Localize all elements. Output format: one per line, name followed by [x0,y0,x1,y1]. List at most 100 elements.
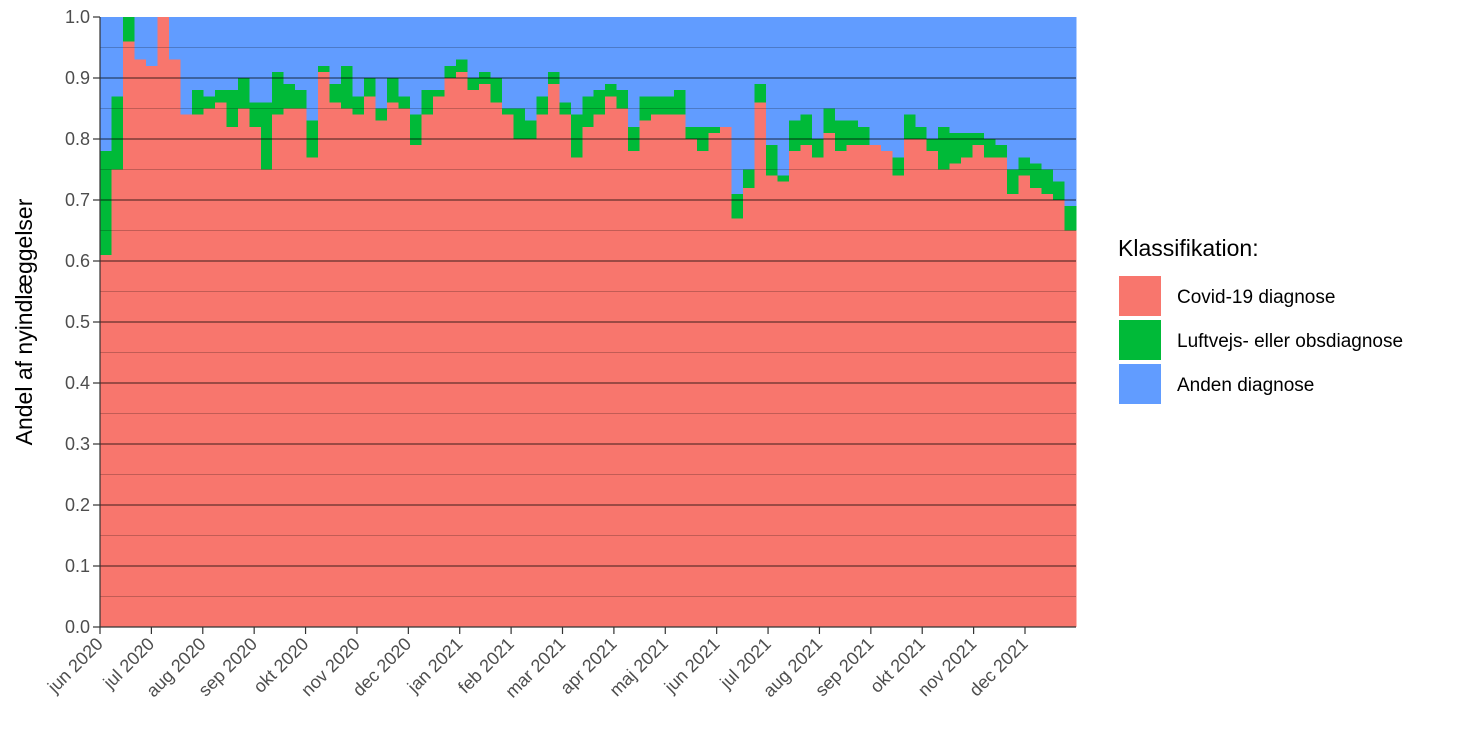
y-tick-label: 0.4 [65,373,90,393]
bar-covid [226,126,239,628]
legend-key-covid [1119,276,1161,316]
bar-anden [513,17,526,109]
bar-anden [593,17,606,91]
bar-covid [1018,175,1031,627]
bar-covid [306,157,319,628]
bar-covid [857,145,870,627]
bar-anden [421,17,434,91]
bar-luftvejs [341,65,354,109]
bar-luftvejs [1007,169,1020,194]
bar-luftvejs [651,96,664,115]
bar-luftvejs [122,17,136,42]
bar-luftvejs [352,96,365,115]
bar-luftvejs [823,108,836,133]
bar-anden [708,17,721,127]
bar-luftvejs [674,90,687,115]
y-tick-label: 0.1 [65,556,90,576]
legend-key-anden [1119,364,1161,404]
bar-anden [651,17,664,97]
legend-key-luftvejs [1119,320,1161,360]
bar-covid [651,114,664,628]
bar-covid [743,187,756,628]
bar-anden [1053,17,1066,182]
bar-anden [501,17,514,109]
bar-luftvejs [892,157,905,176]
bar-anden [295,17,308,91]
bar-luftvejs [237,78,250,109]
bar-luftvejs [501,108,514,115]
bar-covid [765,175,779,627]
bar-covid [410,145,423,627]
bar-anden [214,17,227,91]
bar-covid [593,114,606,628]
bar-covid [754,102,767,627]
bar-luftvejs [524,120,537,139]
bar-covid [720,126,733,628]
bar-anden [777,17,790,176]
bar-covid [777,181,790,627]
bar-covid [100,254,113,627]
bar-anden [432,17,446,91]
bar-covid [1041,193,1054,627]
bar-covid [467,90,480,627]
bar-covid [949,163,962,627]
bar-covid [926,151,939,627]
bar-luftvejs [410,114,423,146]
bar-covid [811,157,824,628]
bar-luftvejs [467,78,480,91]
bar-anden [765,17,779,146]
bar-luftvejs [295,90,308,109]
bar-anden [226,17,239,91]
bar-covid [536,114,549,628]
bar-covid [961,157,974,628]
bar-luftvejs [329,84,342,103]
bar-anden [605,17,618,85]
bar-anden [616,17,629,91]
bar-covid [1030,187,1043,628]
bar-anden [283,17,296,85]
bar-covid [237,108,250,627]
bar-luftvejs [582,96,595,127]
bar-anden [260,17,273,103]
bar-anden [915,17,928,127]
bar-covid [880,151,893,627]
legend-title: Klassifikation: [1118,235,1259,261]
bar-anden [788,17,802,121]
bar-covid [995,157,1008,628]
bar-anden [547,17,560,72]
bar-covid [1064,230,1077,627]
bar-covid [892,175,905,627]
y-tick-label: 0.7 [65,190,90,210]
bar-covid [398,108,411,627]
bar-covid [628,151,641,627]
bar-covid [375,120,388,627]
bar-covid [122,41,136,627]
bar-luftvejs [214,90,227,103]
bar-covid [145,65,159,628]
bar-covid [341,108,354,627]
y-tick-label: 0.3 [65,434,90,454]
bar-luftvejs [926,139,939,152]
bar-anden [1030,17,1043,164]
bar-luftvejs [777,175,790,182]
bar-luftvejs [857,126,870,146]
bar-anden [249,17,262,103]
bar-luftvejs [364,78,377,97]
y-tick-label: 0.5 [65,312,90,332]
bar-covid [788,151,802,627]
y-tick-label: 0.9 [65,68,90,88]
bar-luftvejs [249,102,262,127]
bar-luftvejs [1030,163,1043,188]
bar-luftvejs [444,65,457,78]
bar-covid [823,132,836,627]
bar-luftvejs [100,151,113,255]
bar-anden [674,17,687,91]
x-tick-label: jan 2021 [403,634,467,698]
bar-anden [352,17,365,97]
bar-covid [180,114,193,628]
bar-anden [1064,17,1077,207]
bar-covid [329,102,342,627]
bar-anden [1007,17,1020,170]
bar-anden [145,17,159,66]
bar-anden [697,17,710,127]
